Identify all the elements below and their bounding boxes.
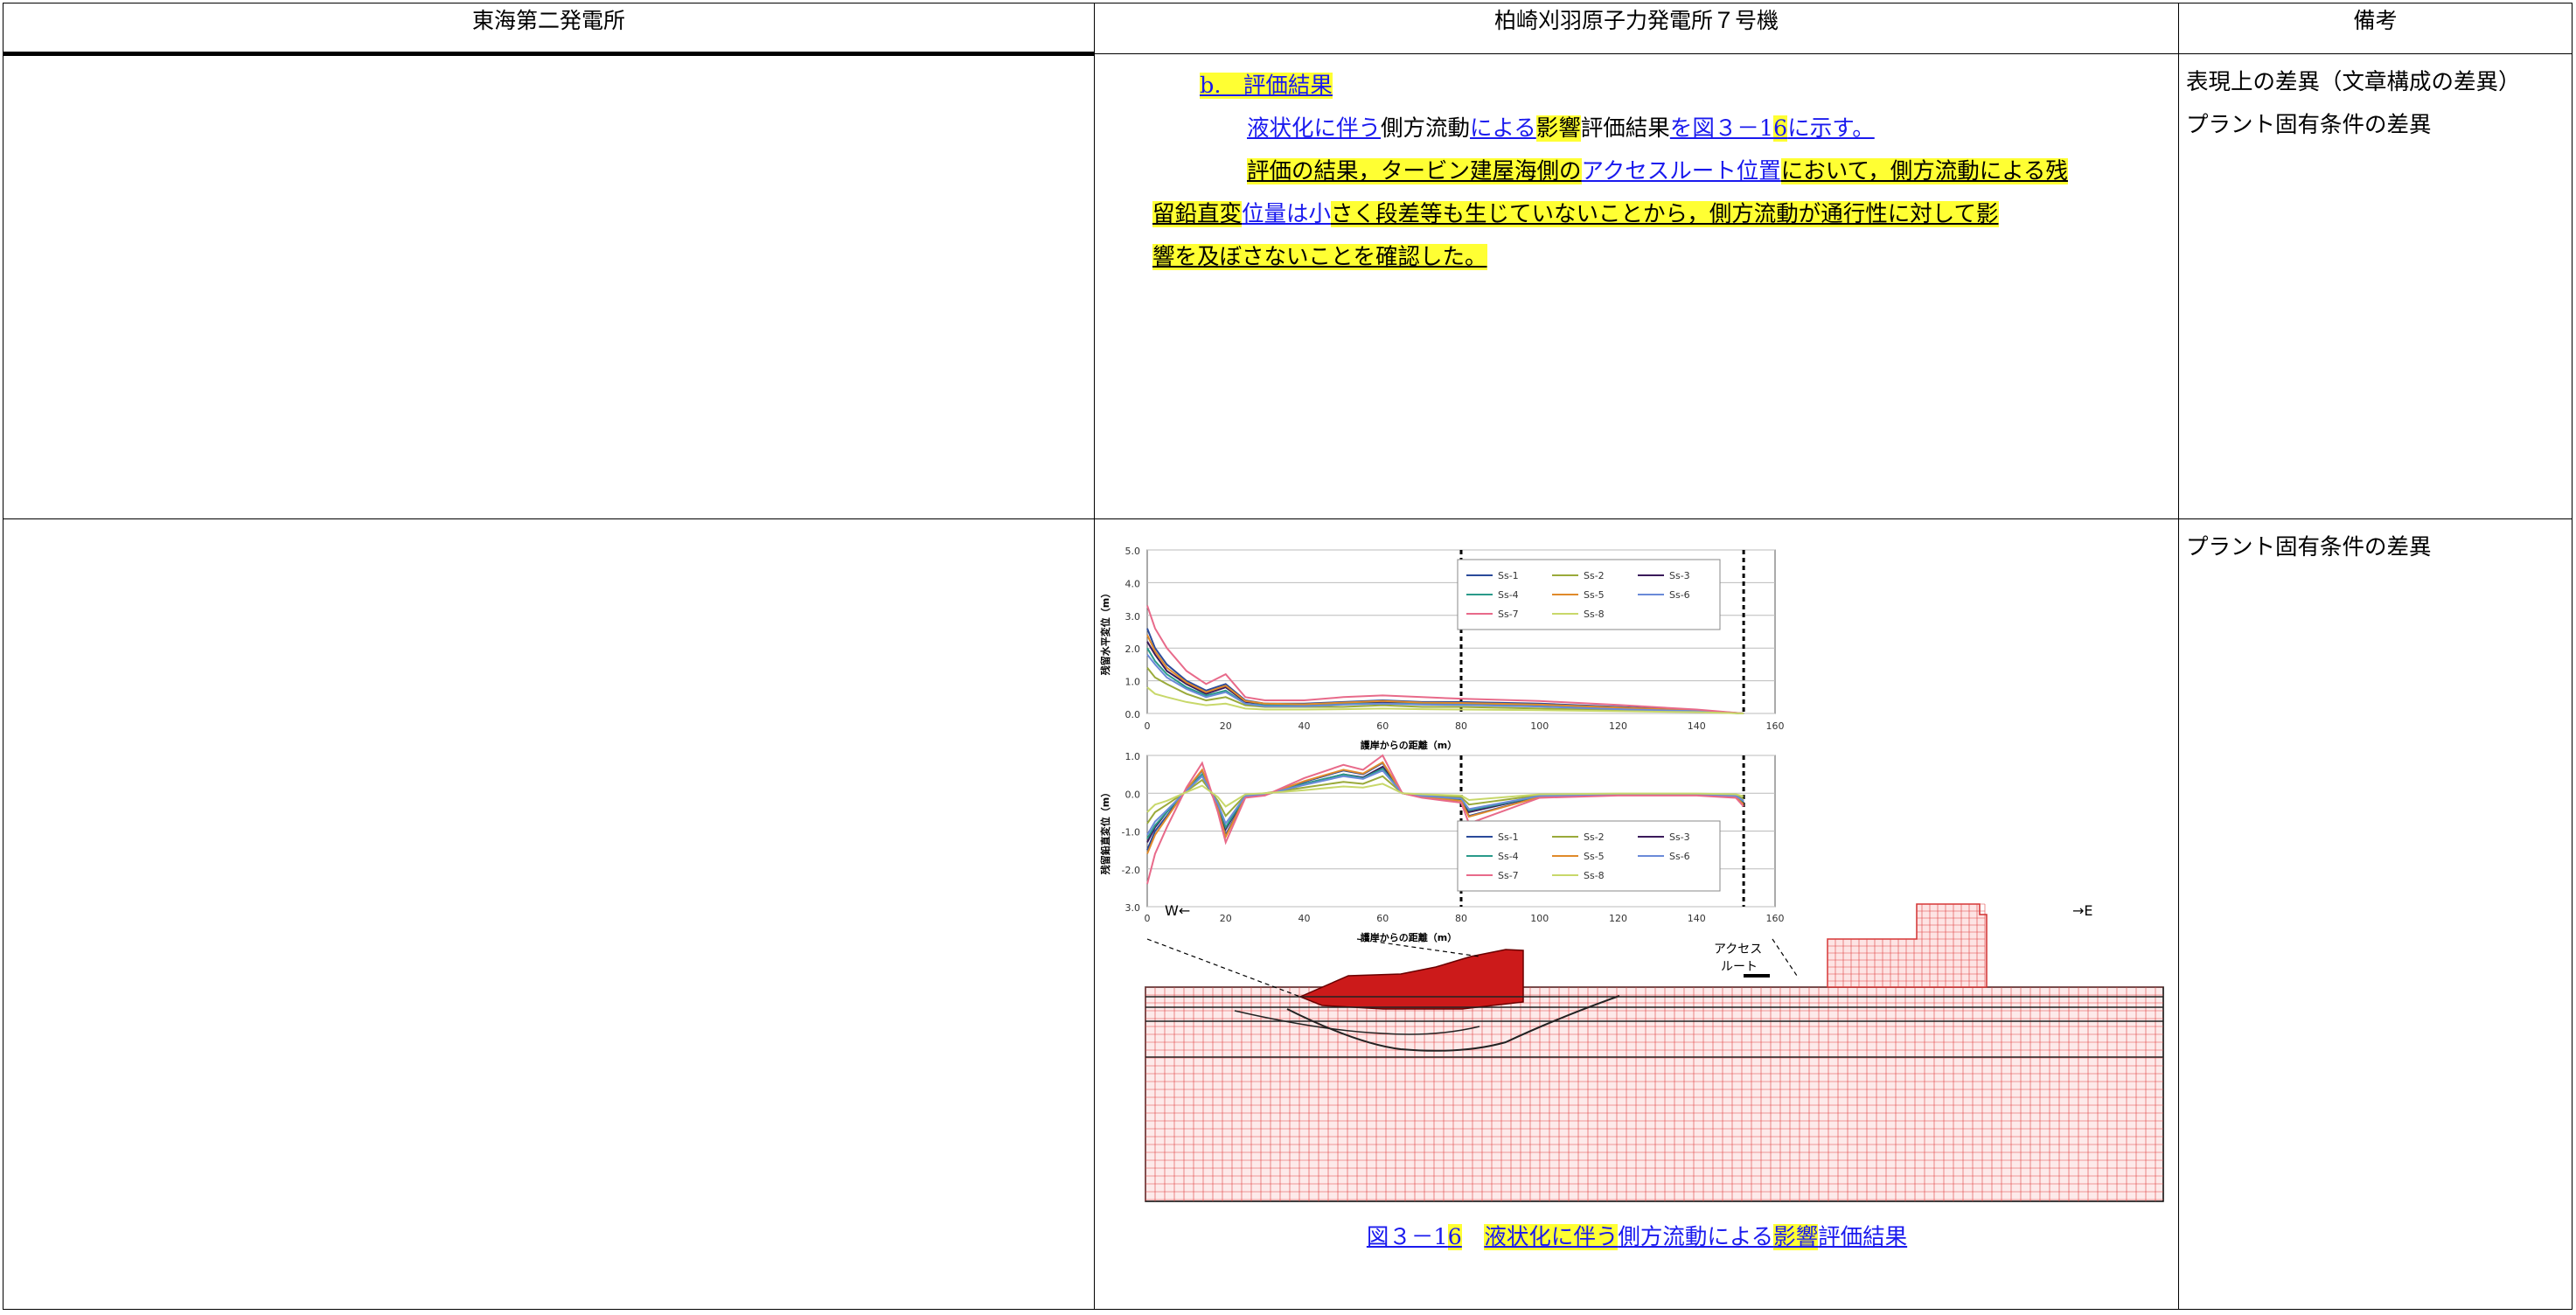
remarks-cell-row1: 表現上の差異（文章構成の差異） プラント固有条件の差異 xyxy=(2178,53,2573,519)
series-line-ss-7 xyxy=(1146,605,1744,714)
paragraph-conclusion-line2: 留鉛直変位量は小さく段差等も生じていないことから，側方流動が通行性に対して影 xyxy=(1152,201,1999,227)
y-tick-label: 5.0 xyxy=(1125,546,1141,557)
access-route-label-2: ルート xyxy=(1721,960,1758,974)
x-tick-label: 160 xyxy=(1766,913,1785,924)
x-tick-label: 0 xyxy=(1145,720,1151,732)
evaluation-result-text: b. 評価結果 液状化に伴う側方流動による影響評価結果を図３－16に示す。 評価… xyxy=(1095,54,2178,279)
x-tick-label: 120 xyxy=(1609,913,1627,924)
remark-plant-condition-difference-2: プラント固有条件の差異 xyxy=(2186,534,2432,560)
x-tick-label: 20 xyxy=(1220,720,1232,732)
paragraph-conclusion-line3: 響を及ぼさないことを確認した。 xyxy=(1152,244,1487,270)
x-tick-label: 20 xyxy=(1220,913,1232,924)
x-tick-label: 40 xyxy=(1298,720,1311,732)
y-axis-label: 残留鉛直変位（m） xyxy=(1099,788,1111,874)
series-line-ss-7 xyxy=(1146,754,1744,885)
y-tick-label: -1.0 xyxy=(1122,827,1140,838)
projection-line xyxy=(1772,938,1800,979)
legend-entry: Ss-3 xyxy=(1669,570,1690,581)
legend-entry: Ss-5 xyxy=(1584,851,1605,862)
remarks-cell-row2: プラント固有条件の差異 xyxy=(2178,518,2573,1310)
section-heading: b. 評価結果 xyxy=(1200,73,1333,99)
y-tick-label: -2.0 xyxy=(1122,865,1140,876)
x-tick-label: 80 xyxy=(1455,720,1467,732)
y-tick-label: 3.0 xyxy=(1125,611,1141,623)
legend-entry: Ss-5 xyxy=(1584,589,1605,601)
direction-east-label: →E xyxy=(2072,902,2093,919)
remark-expression-difference: 表現上の差異（文章構成の差異） xyxy=(2186,69,2521,95)
header-tokai-daini: 東海第二発電所 xyxy=(3,3,1095,54)
legend-entry: Ss-8 xyxy=(1584,609,1605,620)
projection-line xyxy=(1356,938,1480,957)
series-line-ss-6 xyxy=(1146,769,1744,836)
horizontal-displacement-chart: 5.0 4.0 3.0 2.0 1.0 0.0 0 20 40 60 80 100 120 140 160 護… xyxy=(1099,546,1785,751)
access-route-label-1: アクセス xyxy=(1714,943,1762,957)
x-tick-label: 160 xyxy=(1766,720,1785,732)
x-axis-label: 護岸からの距離（m） xyxy=(1361,931,1457,943)
y-tick-label: 4.0 xyxy=(1125,578,1141,589)
x-tick-label: 0 xyxy=(1145,913,1151,924)
x-tick-label: 80 xyxy=(1455,913,1467,924)
legend-entry: Ss-7 xyxy=(1498,609,1519,620)
liquefied-embankment xyxy=(1298,949,1524,1010)
tokai-cell-row1 xyxy=(3,52,1095,519)
y-tick-label: 0.0 xyxy=(1125,709,1141,720)
comparison-table: 東海第二発電所 柏崎刈羽原子力発電所７号機 備考 b. 評価結果 液状化に伴う側… xyxy=(3,3,2573,1310)
legend-entry: Ss-6 xyxy=(1669,851,1690,862)
cross-section-mesh xyxy=(1145,903,2164,1202)
header-kashiwazaki-kariwa-7: 柏崎刈羽原子力発電所７号機 xyxy=(1094,3,2179,54)
y-axis-label: 残留水平変位（m） xyxy=(1099,588,1111,675)
figure-caption: 図３－16 液状化に伴う側方流動による影響評価結果 xyxy=(1366,1224,1908,1250)
y-tick-label: 1.0 xyxy=(1125,751,1141,762)
x-tick-label: 100 xyxy=(1530,720,1549,732)
legend-entry: Ss-6 xyxy=(1669,589,1690,601)
x-tick-label: 40 xyxy=(1298,913,1311,924)
x-tick-label: 140 xyxy=(1688,720,1706,732)
remark-plant-condition-difference: プラント固有条件の差異 xyxy=(2186,112,2432,138)
vertical-displacement-chart: 1.0 0.0 -1.0 -2.0 3.0 0 20 40 60 80 100 120 140 160 護岸… xyxy=(1099,751,1785,943)
series-line-ss-5 xyxy=(1146,634,1744,714)
series-line-ss-8 xyxy=(1146,686,1744,714)
turbine-building xyxy=(1827,903,1988,988)
tokai-cell-row2 xyxy=(3,518,1095,1310)
x-tick-label: 60 xyxy=(1376,913,1389,924)
series-line-ss-8 xyxy=(1146,783,1744,813)
legend-entry: Ss-4 xyxy=(1498,589,1519,601)
series-line-ss-6 xyxy=(1146,654,1744,714)
series-line-ss-1 xyxy=(1146,628,1744,714)
legend-entry: Ss-2 xyxy=(1584,831,1605,843)
y-tick-label: 2.0 xyxy=(1125,644,1141,655)
remarks-row1: 表現上の差異（文章構成の差異） プラント固有条件の差異 xyxy=(2179,54,2572,147)
soil-layer-line xyxy=(1234,1010,1480,1035)
chart-legend: Ss-1 Ss-2 Ss-3 Ss-4 Ss-5 Ss-6 Ss-7 Ss-8 xyxy=(1457,820,1721,892)
legend-entry: Ss-7 xyxy=(1498,870,1519,881)
figure-3-16: 5.0 4.0 3.0 2.0 1.0 0.0 0 20 40 60 80 100 120 140 160 護… xyxy=(1095,519,2179,1309)
projection-line xyxy=(1146,938,1301,998)
x-tick-label: 140 xyxy=(1688,913,1706,924)
ground-mesh-outline xyxy=(1145,986,2164,1202)
y-tick-label: 0.0 xyxy=(1125,789,1141,800)
chart-legend: Ss-1 Ss-2 Ss-3 Ss-4 Ss-5 Ss-6 Ss-7 Ss-8 xyxy=(1457,559,1721,630)
legend-entry: Ss-2 xyxy=(1584,570,1605,581)
kk7-cell-row2: 5.0 4.0 3.0 2.0 1.0 0.0 0 20 40 60 80 100 120 140 160 護… xyxy=(1094,518,2179,1310)
legend-entry: Ss-1 xyxy=(1498,570,1519,581)
lateral-flow-figure: 5.0 4.0 3.0 2.0 1.0 0.0 0 20 40 60 80 100 120 140 160 護… xyxy=(1099,546,2164,1202)
header-remarks: 備考 xyxy=(2178,3,2573,54)
legend-entry: Ss-8 xyxy=(1584,870,1605,881)
comparison-page: 東海第二発電所 柏崎刈羽原子力発電所７号機 備考 b. 評価結果 液状化に伴う側… xyxy=(3,3,2573,1312)
paragraph-figure-reference: 液状化に伴う側方流動による影響評価結果を図３－16に示す。 xyxy=(1247,115,1875,142)
remarks-row2: プラント固有条件の差異 xyxy=(2179,519,2572,569)
y-tick-label: 3.0 xyxy=(1125,902,1141,914)
x-tick-label: 120 xyxy=(1609,720,1627,732)
x-axis-label: 護岸からの距離（m） xyxy=(1361,739,1457,751)
x-tick-label: 60 xyxy=(1376,720,1389,732)
legend-entry: Ss-4 xyxy=(1498,851,1519,862)
soil-layer-line xyxy=(1286,995,1620,1052)
y-tick-label: 1.0 xyxy=(1125,677,1141,688)
x-tick-label: 100 xyxy=(1530,913,1549,924)
paragraph-conclusion-line1: 評価の結果，タービン建屋海側のアクセスルート位置において，側方流動による残 xyxy=(1247,158,2068,184)
kk7-cell-row1: b. 評価結果 液状化に伴う側方流動による影響評価結果を図３－16に示す。 評価… xyxy=(1094,53,2179,519)
legend-entry: Ss-1 xyxy=(1498,831,1519,843)
direction-west-label: W← xyxy=(1165,902,1190,919)
legend-entry: Ss-3 xyxy=(1669,831,1690,843)
